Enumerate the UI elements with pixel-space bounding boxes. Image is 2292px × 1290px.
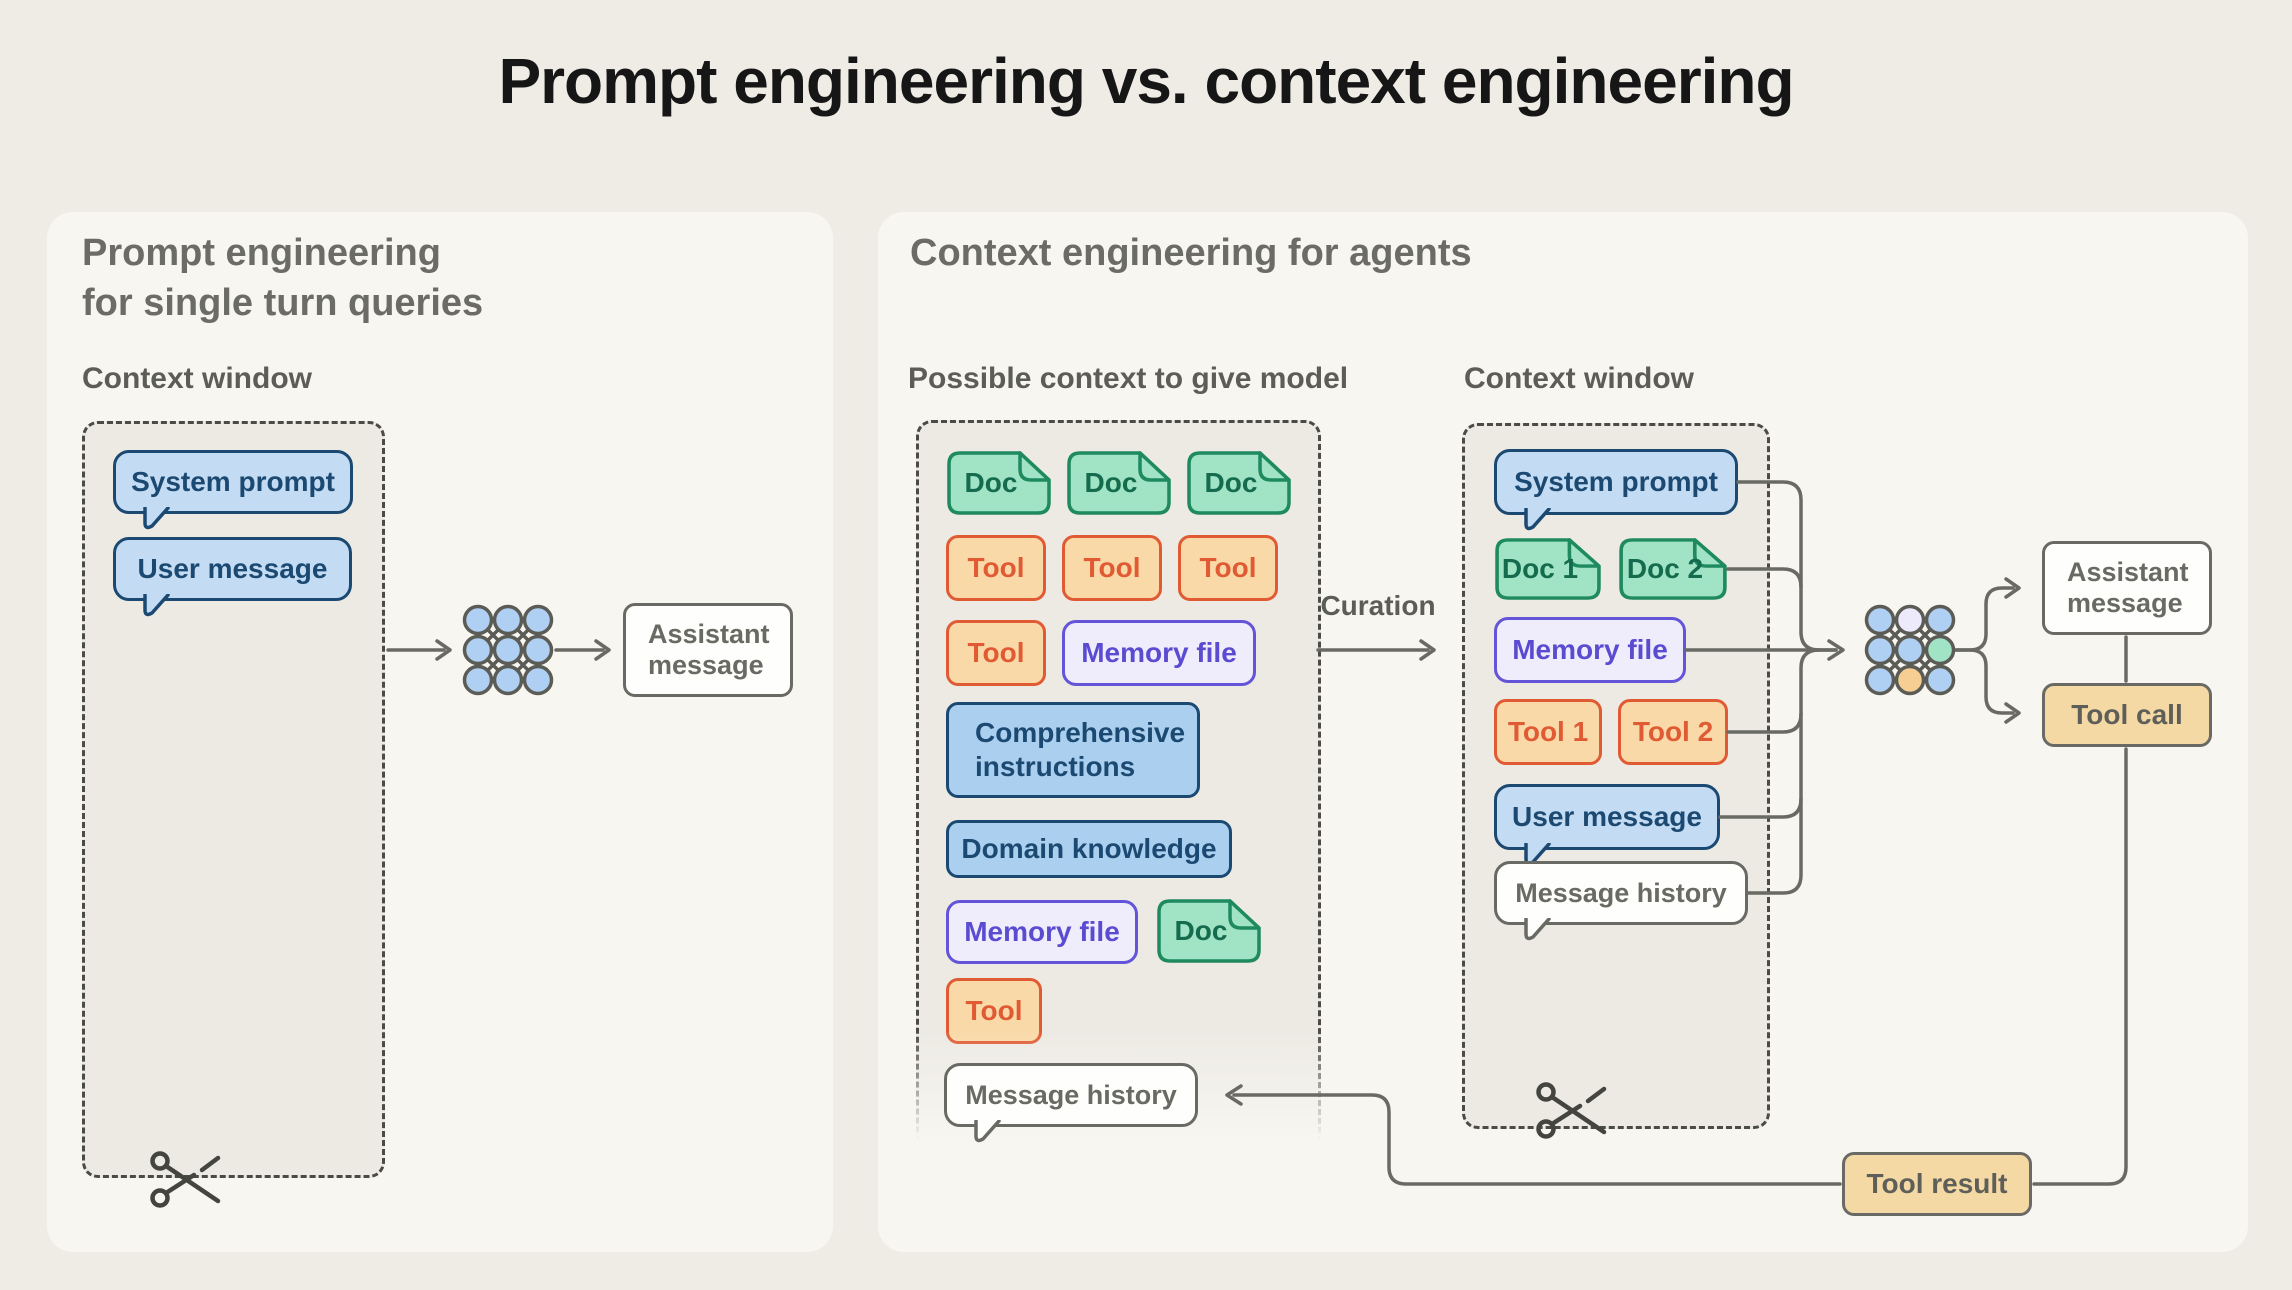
tool-call-box: Tool call — [2042, 683, 2212, 747]
assistant-message-box: Assistant message — [623, 603, 793, 697]
message-history-bubble: Message history — [944, 1063, 1198, 1143]
left-panel-title-line2: for single turn queries — [82, 282, 484, 324]
doc-chip: Doc — [1066, 450, 1172, 516]
user-message-bubble: User message — [113, 537, 352, 617]
bubble-tail-icon — [143, 594, 170, 617]
bubble-tail-icon — [1524, 918, 1551, 941]
bubble-tail-icon — [1524, 508, 1551, 531]
bubble-tail-icon — [974, 1120, 1001, 1143]
doc-icon — [1157, 899, 1261, 963]
doc-icon — [1619, 538, 1727, 600]
doc-icon — [1187, 451, 1291, 515]
user-message-label: User message — [137, 553, 328, 584]
memory-file-chip: Memory file — [1062, 620, 1256, 686]
tool-chip: Tool — [946, 535, 1046, 601]
doc-icon — [1495, 538, 1601, 600]
tool-chip: Tool 2 — [1618, 699, 1728, 765]
right-context-window-box — [1462, 423, 1770, 1129]
comprehensive-instructions-chip: Comprehensive instructions — [946, 702, 1200, 798]
possible-context-label: Possible context to give model — [908, 362, 1349, 395]
doc-icon — [947, 451, 1051, 515]
system-prompt-bubble: System prompt — [1494, 449, 1738, 531]
message-history-bubble: Message history — [1494, 861, 1748, 941]
assistant-message-box: Assistant message — [2042, 541, 2212, 635]
left-panel-title-line1: Prompt engineering — [82, 232, 441, 274]
memory-file-chip: Memory file — [1494, 617, 1686, 683]
right-panel-title: Context engineering for agents — [910, 232, 1472, 274]
tool-chip: Tool — [1178, 535, 1278, 601]
left-context-window-label: Context window — [82, 362, 312, 395]
doc-icon — [1067, 451, 1171, 515]
doc-chip: Doc 2 — [1618, 537, 1728, 601]
doc-chip: Doc 1 — [1494, 537, 1602, 601]
tool-chip: Tool — [1062, 535, 1162, 601]
left-context-window-box — [82, 421, 385, 1178]
doc-chip: Doc — [1156, 898, 1262, 964]
system-prompt-bubble: System prompt — [113, 450, 353, 530]
domain-knowledge-chip: Domain knowledge — [946, 820, 1232, 878]
left-panel-title: Prompt engineering for single turn queri… — [82, 228, 483, 328]
right-context-window-label: Context window — [1464, 362, 1694, 395]
tool-chip: Tool 1 — [1494, 699, 1602, 765]
system-prompt-label: System prompt — [131, 466, 335, 497]
bubble-tail-icon — [143, 507, 170, 530]
tool-result-box: Tool result — [1842, 1152, 2032, 1216]
doc-chip: Doc — [1186, 450, 1292, 516]
memory-file-chip: Memory file — [946, 900, 1138, 964]
curation-label: Curation — [1320, 590, 1436, 621]
tool-chip: Tool — [946, 620, 1046, 686]
page-title: Prompt engineering vs. context engineeri… — [498, 45, 1794, 117]
doc-chip: Doc — [946, 450, 1052, 516]
user-message-bubble: User message — [1494, 784, 1720, 866]
